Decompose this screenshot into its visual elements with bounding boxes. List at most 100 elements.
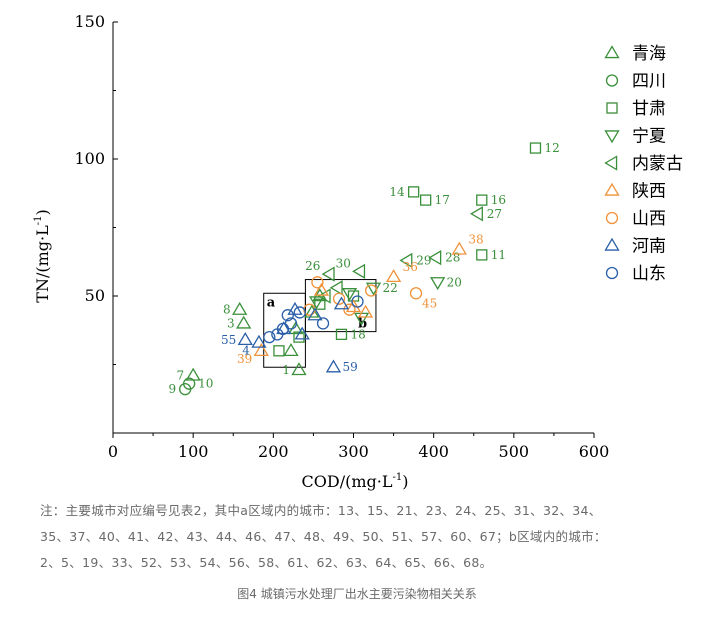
data-label: 10: [198, 377, 213, 391]
note-line-2: 35、37、40、41、42、43、44、46、47、48、49、50、51、5…: [40, 529, 607, 544]
figure-caption: 图4 城镇污水处理厂出水主要污染物相关关系: [237, 587, 477, 601]
data-point: [430, 277, 446, 291]
data-label: 8: [223, 303, 231, 317]
scatter-chart: 0 100 200 300 400 500 600 50 100 150 a b 7 38 1 9 10 12…: [33, 12, 683, 491]
data-point: [293, 306, 306, 319]
region-label-a: a: [267, 295, 276, 310]
data-point: [351, 295, 364, 308]
region-label-b: b: [358, 317, 367, 332]
data-point: [385, 269, 402, 283]
data-label: 55: [221, 333, 236, 347]
data-point: [476, 249, 488, 261]
x-tick-label: 400: [418, 442, 449, 461]
data-point: [364, 284, 378, 297]
data-label: 29: [416, 253, 431, 267]
legend-marker: [605, 74, 619, 87]
data-point: [419, 194, 432, 206]
data-point: [237, 332, 253, 346]
legend-entry-label: 陕西: [632, 182, 666, 202]
data-point: [273, 345, 285, 357]
data-point: [333, 296, 350, 310]
data-point: [316, 317, 330, 330]
data-label: 7: [177, 368, 185, 382]
chart-axes: 0 100 200 300 400 500 600 50 100 150: [74, 12, 609, 461]
data-label: 9: [169, 382, 177, 396]
data-label: 17: [435, 193, 450, 207]
data-point: [281, 309, 294, 322]
legend-entry-label: 甘肃: [632, 99, 666, 119]
data-point: [253, 343, 269, 357]
data-point: [284, 317, 298, 330]
legend-marker: [605, 211, 619, 225]
data-point: [288, 321, 304, 335]
data-point: [476, 194, 488, 206]
y-tick-label: 50: [85, 286, 105, 305]
data-label: 11: [491, 248, 506, 262]
legend-entry-label: 内蒙古: [632, 154, 683, 174]
data-point: [352, 263, 366, 279]
x-tick-label: 600: [579, 442, 610, 461]
data-point: [183, 377, 196, 390]
data-label: 18: [350, 327, 365, 341]
y-tick-label: 100: [74, 149, 105, 168]
data-point: [294, 326, 310, 340]
data-point: [308, 296, 325, 310]
data-point: [341, 288, 358, 302]
data-point: [321, 266, 335, 282]
x-tick-label: 0: [108, 442, 118, 461]
data-point: [469, 206, 483, 222]
legend-entry-label: 四川: [632, 72, 666, 92]
data-point: [283, 343, 299, 357]
data-point: [311, 276, 324, 289]
data-point: [335, 328, 348, 341]
data-point: [399, 252, 413, 269]
data-label: 36: [403, 260, 418, 274]
data-point: [357, 304, 374, 318]
data-label: 30: [336, 256, 351, 270]
legend-marker: [604, 182, 620, 196]
legend-marker: [604, 45, 620, 59]
data-point: [317, 288, 331, 304]
legend-entry-label: 河南: [632, 237, 666, 257]
data-point: [251, 334, 267, 348]
data-point: [313, 282, 330, 296]
data-point: [529, 142, 542, 154]
legend-marker: [604, 155, 618, 171]
legend-marker: [604, 237, 620, 251]
data-point: [428, 250, 442, 266]
data-label: 38: [468, 232, 483, 246]
data-point: [307, 307, 323, 321]
y-tick-label: 150: [74, 12, 105, 31]
data-point: [263, 330, 276, 344]
data-point: [409, 287, 423, 300]
legend-entry-label: 宁夏: [632, 127, 666, 147]
legend-marker: [604, 130, 620, 144]
x-tick-label: 300: [338, 442, 369, 461]
data-point: [291, 362, 307, 376]
data-label: 28: [445, 251, 460, 265]
x-axis-label: COD/(mg·L-1): [302, 472, 409, 491]
legend-entry-label: 青海: [632, 44, 666, 64]
y-axis-label: TN/(mg·L-1): [33, 209, 52, 302]
data-point: [325, 359, 342, 373]
note-line-3: 2、5、19、33、52、53、54、56、58、61、62、63、64、65、…: [40, 555, 493, 570]
data-label: 59: [342, 360, 357, 374]
data-label: 45: [422, 296, 437, 310]
data-point: [345, 299, 362, 313]
data-label: 27: [487, 207, 502, 221]
data-label: 3: [227, 316, 235, 330]
data-label: 4: [242, 344, 250, 358]
data-label: 26: [305, 259, 320, 273]
data-label: 20: [447, 275, 462, 289]
data-label: 39: [237, 352, 252, 366]
x-tick-label: 200: [258, 442, 289, 461]
data-label: 14: [389, 185, 405, 199]
data-point: [407, 186, 420, 198]
note-line-1: 注：主要城市对应编号见表2，其中a区域内的城市：13、15、21、23、24、2…: [40, 503, 602, 518]
legend-entry-label: 山东: [632, 264, 666, 284]
legend-marker: [606, 102, 618, 114]
data-label: 16: [491, 193, 506, 207]
data-point: [232, 301, 248, 315]
x-tick-label: 500: [499, 442, 530, 461]
